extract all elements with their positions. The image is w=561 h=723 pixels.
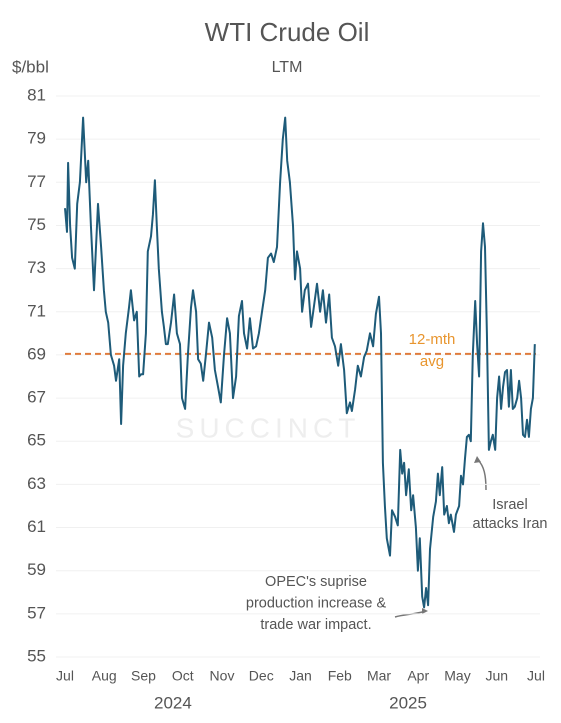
- y-tick-label: 75: [27, 215, 46, 234]
- y-tick-label: 73: [27, 258, 46, 277]
- y-tick-label: 69: [27, 344, 46, 363]
- annotation: Israel: [492, 497, 527, 513]
- y-tick-label: 61: [27, 517, 46, 536]
- annotation: attacks Iran: [473, 516, 548, 532]
- y-tick-label: 57: [27, 603, 46, 622]
- x-tick-label: Jul: [527, 668, 545, 684]
- price-line: [64, 116, 536, 609]
- average-label: 12-mth: [409, 331, 456, 348]
- arrow-head: [474, 456, 481, 463]
- y-unit: $/bbl: [12, 57, 49, 76]
- y-tick-label: 77: [27, 172, 46, 191]
- x-tick-label: Jul: [56, 668, 74, 684]
- x-tick-label: Aug: [92, 668, 117, 684]
- x-tick-label: Nov: [210, 668, 235, 684]
- y-tick-label: 59: [27, 560, 46, 579]
- x-tick-label: Apr: [407, 668, 429, 684]
- arrow-head: [422, 608, 428, 614]
- x-tick-label: Feb: [328, 668, 352, 684]
- y-tick-label: 65: [27, 431, 46, 450]
- y-tick-label: 79: [27, 129, 46, 148]
- annotation: OPEC's suprise: [265, 574, 367, 590]
- x-tick-label: Dec: [249, 668, 274, 684]
- annotation: production increase &: [246, 595, 387, 611]
- watermark: SUCCINCT: [176, 412, 361, 443]
- x-tick-label: Oct: [172, 668, 194, 684]
- chart-subtitle: LTM: [272, 59, 303, 76]
- y-tick-label: 67: [27, 388, 46, 407]
- y-tick-label: 63: [27, 474, 46, 493]
- x-tick-label: Sep: [131, 668, 156, 684]
- annotation: trade war impact.: [260, 617, 371, 633]
- y-tick-label: 55: [27, 646, 46, 665]
- annotation-arrow: [477, 459, 487, 491]
- x-tick-label: Jun: [485, 668, 508, 684]
- year-label: 2024: [154, 693, 192, 712]
- y-tick-label: 71: [27, 301, 46, 320]
- chart-title: WTI Crude Oil: [205, 17, 370, 47]
- x-tick-label: May: [444, 668, 470, 684]
- x-tick-label: Mar: [367, 668, 391, 684]
- x-tick-label: Jan: [289, 668, 312, 684]
- year-label: 2025: [389, 693, 427, 712]
- average-label: avg: [420, 353, 444, 370]
- y-tick-label: 81: [27, 85, 46, 104]
